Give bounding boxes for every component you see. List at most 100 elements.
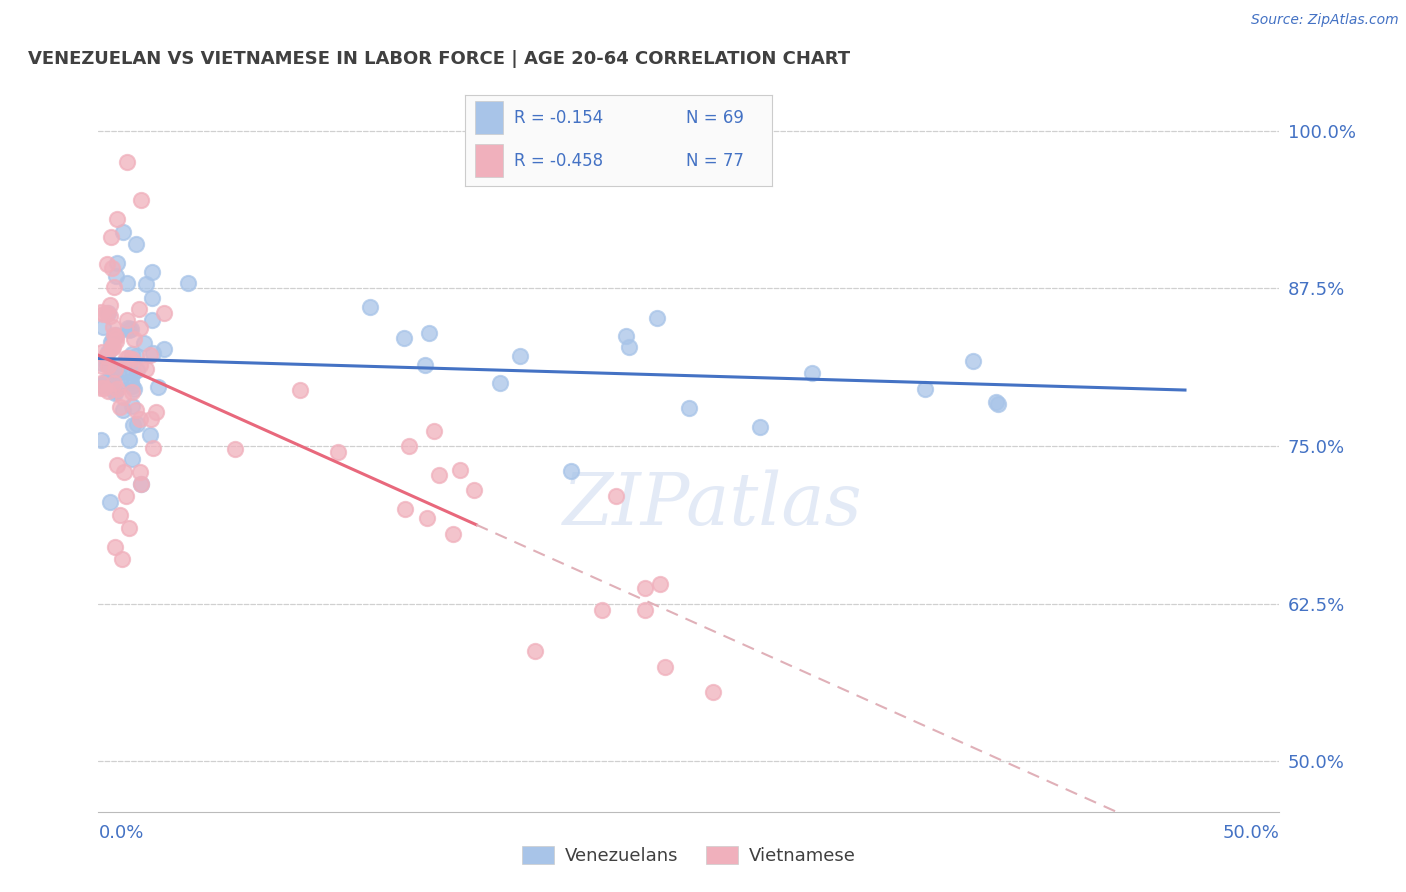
Text: 50.0%: 50.0% (1223, 824, 1279, 842)
Point (121, 451, 143, 466)
Point (90, 434, 112, 448)
Point (413, 359, 436, 373)
Point (103, 376, 125, 391)
Point (111, 552, 134, 566)
Point (114, 351, 136, 365)
Point (128, 412, 150, 426)
Point (449, 462, 471, 476)
Point (121, 379, 143, 393)
Point (90, 380, 112, 394)
Point (634, 581, 657, 595)
Point (97, 306, 120, 320)
Point (591, 602, 613, 616)
Point (605, 489, 627, 503)
Point (91, 356, 114, 370)
Point (129, 320, 152, 334)
Point (489, 376, 512, 390)
Point (560, 464, 582, 478)
Point (129, 193, 152, 207)
Point (100, 260, 122, 275)
Point (107, 382, 129, 396)
Point (125, 402, 148, 417)
Point (104, 361, 127, 376)
Point (104, 334, 127, 349)
Point (224, 442, 246, 456)
Point (634, 603, 657, 617)
Point (108, 508, 131, 523)
Point (648, 576, 671, 591)
Point (103, 368, 125, 383)
Text: ZIPatlas: ZIPatlas (562, 469, 862, 540)
Point (125, 237, 148, 252)
Point (801, 366, 824, 380)
Point (117, 433, 139, 447)
Point (748, 420, 770, 434)
Point (678, 401, 700, 416)
Point (117, 321, 139, 335)
Point (105, 212, 128, 227)
Point (91, 319, 114, 334)
Point (115, 313, 138, 327)
Point (121, 351, 143, 366)
Point (111, 225, 134, 239)
Point (121, 399, 143, 413)
Point (141, 313, 163, 327)
Legend: Venezuelans, Vietnamese: Venezuelans, Vietnamese (515, 838, 863, 872)
Point (139, 411, 162, 425)
Point (135, 277, 157, 292)
Point (127, 417, 149, 431)
Point (142, 346, 165, 360)
Point (617, 340, 640, 354)
Point (98, 309, 121, 323)
Point (104, 329, 127, 343)
Point (129, 466, 152, 480)
Point (152, 306, 174, 320)
Point (120, 322, 142, 336)
Point (100, 495, 122, 509)
Point (114, 490, 136, 504)
Point (129, 476, 152, 491)
Point (122, 417, 145, 432)
Point (962, 354, 984, 368)
Point (105, 268, 128, 283)
Point (392, 330, 415, 344)
Point (96, 257, 118, 271)
Point (112, 466, 135, 480)
Point (97, 359, 120, 373)
Point (427, 468, 450, 483)
Point (128, 358, 150, 372)
Text: Source: ZipAtlas.com: Source: ZipAtlas.com (1251, 13, 1399, 28)
Point (100, 229, 122, 244)
Point (142, 441, 165, 455)
Point (104, 328, 127, 343)
Point (423, 424, 446, 438)
Point (103, 339, 125, 353)
Point (702, 685, 724, 699)
Point (104, 384, 127, 398)
Point (118, 365, 141, 379)
Point (104, 540, 127, 554)
Text: 0.0%: 0.0% (98, 824, 143, 842)
Point (108, 375, 131, 389)
Point (914, 382, 936, 396)
Point (91, 378, 114, 392)
Point (359, 300, 381, 314)
Point (112, 390, 135, 404)
Point (100, 335, 122, 350)
Point (121, 346, 143, 360)
Point (101, 339, 124, 353)
Point (105, 256, 128, 270)
Point (97, 384, 120, 398)
Point (122, 382, 145, 396)
Point (122, 366, 145, 380)
Point (104, 385, 127, 400)
Point (145, 405, 167, 419)
Point (111, 403, 134, 417)
Text: VENEZUELAN VS VIETNAMESE IN LABOR FORCE | AGE 20-64 CORRELATION CHART: VENEZUELAN VS VIETNAMESE IN LABOR FORCE … (28, 50, 849, 68)
Point (101, 332, 124, 346)
Point (125, 349, 148, 363)
Point (90, 344, 112, 359)
Point (139, 428, 162, 442)
Point (96, 357, 118, 371)
Point (100, 341, 122, 355)
